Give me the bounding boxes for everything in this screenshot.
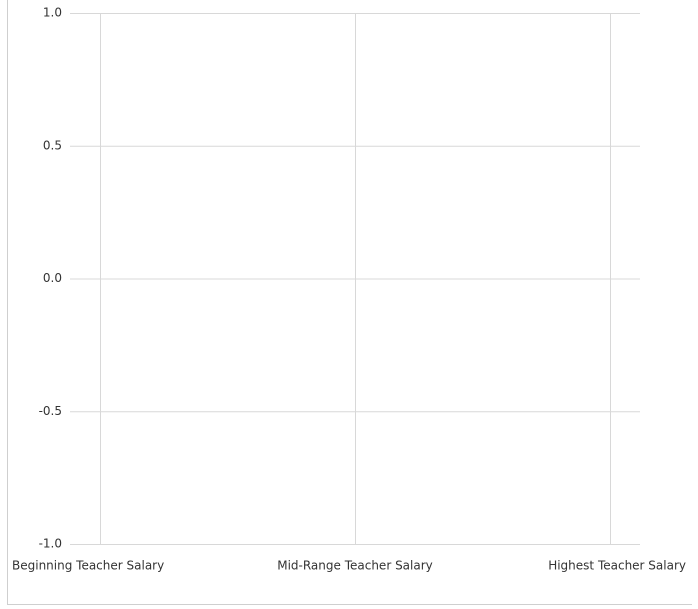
x-tick-label: Beginning Teacher Salary [12, 559, 164, 573]
y-tick-label: -1.0 [39, 537, 62, 551]
y-tick-label: -0.5 [39, 404, 62, 418]
y-tick-label: 0.5 [43, 138, 62, 152]
y-tick-label: 0.0 [43, 271, 62, 285]
x-tick-label: Highest Teacher Salary [548, 559, 686, 573]
x-tick-label: Mid-Range Teacher Salary [277, 559, 433, 573]
y-tick-label: 1.0 [43, 6, 62, 20]
